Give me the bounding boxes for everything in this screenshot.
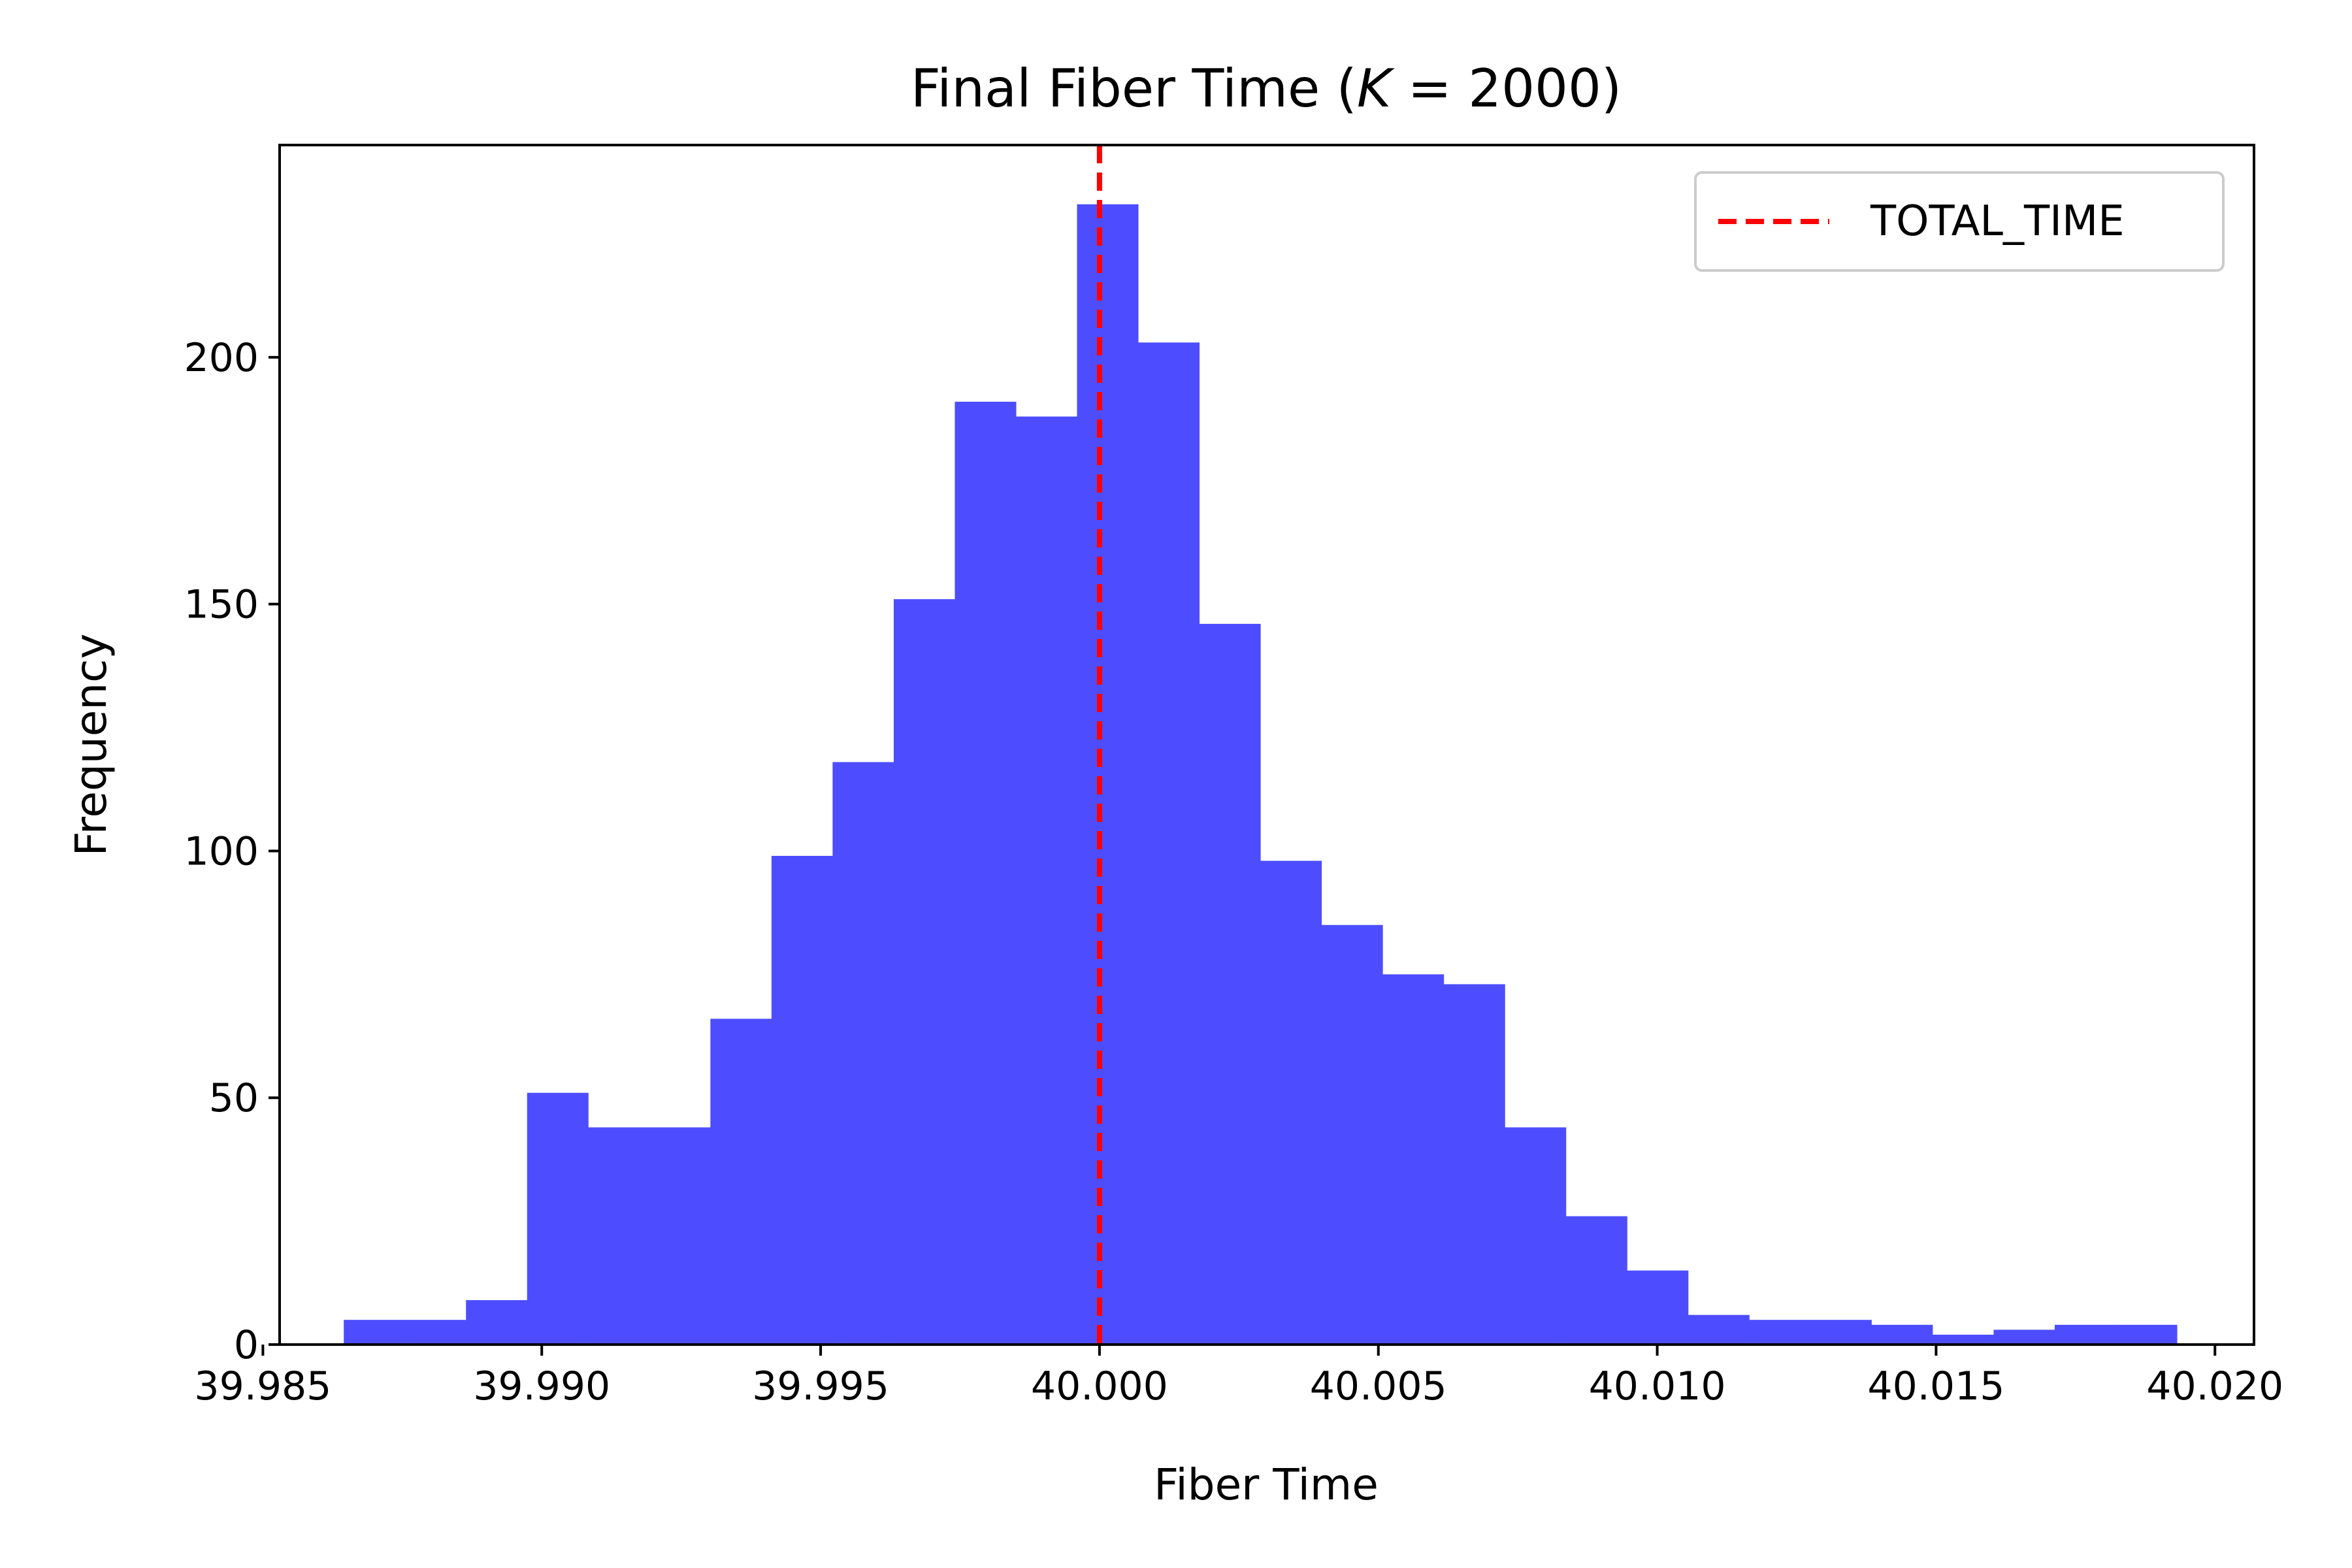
x-axis-label: Fiber Time <box>1154 1460 1379 1510</box>
histogram-bar <box>1382 974 1445 1345</box>
y-tick-label: 50 <box>209 1075 259 1121</box>
x-tick-label: 40.005 <box>1310 1364 1447 1409</box>
histogram-bar <box>2115 1324 2178 1345</box>
x-tick-label: 40.020 <box>2146 1364 2283 1409</box>
y-axis-ticks: 0 50 100 150 200 <box>184 335 280 1368</box>
histogram-bar <box>1749 1320 1811 1345</box>
x-tick-label: 39.990 <box>473 1364 610 1409</box>
histogram-bar <box>1810 1320 1872 1345</box>
histogram-bar <box>466 1300 528 1345</box>
x-tick-label: 40.015 <box>1867 1364 2004 1409</box>
histogram-bar <box>1627 1270 1689 1345</box>
histogram-bar <box>955 401 1017 1345</box>
plot-frame <box>278 144 2255 1346</box>
histogram-bar <box>1260 860 1322 1345</box>
histogram-bar <box>1077 204 1139 1345</box>
y-tick-label: 0 <box>234 1322 259 1368</box>
histogram-bar <box>832 762 894 1345</box>
x-tick-label: 40.000 <box>1031 1364 1168 1409</box>
legend: TOTAL_TIME <box>1694 171 2225 272</box>
x-axis-ticks: 39.985 39.990 39.995 40.000 40.005 40.010 40.0… <box>194 1345 2283 1409</box>
histogram-bar <box>404 1320 466 1345</box>
histogram-bar <box>649 1127 711 1345</box>
histogram-bar <box>1138 342 1200 1345</box>
histogram-bar <box>1199 623 1261 1345</box>
histogram-bar <box>344 1320 406 1345</box>
histogram-bars <box>344 204 2178 1345</box>
histogram-bar <box>710 1019 772 1345</box>
histogram-bar <box>1443 984 1505 1345</box>
histogram-bar <box>1932 1334 1994 1345</box>
histogram-bar <box>527 1092 589 1345</box>
y-tick-label: 200 <box>184 335 259 381</box>
y-tick-label: 150 <box>184 582 259 628</box>
histogram-bar <box>893 599 955 1345</box>
histogram-bar <box>1993 1330 2055 1345</box>
y-tick-label: 100 <box>184 828 259 874</box>
x-tick-label: 39.985 <box>194 1364 331 1409</box>
histogram-bar <box>1688 1315 1750 1345</box>
x-tick-label: 39.995 <box>752 1364 889 1409</box>
x-tick-label: 40.010 <box>1589 1364 1726 1409</box>
histogram-bar <box>1565 1216 1627 1345</box>
histogram-bar <box>588 1127 650 1345</box>
y-axis-label: Frequency <box>66 634 116 857</box>
chart-title: Final Fiber Time (K = 2000) <box>911 58 1622 119</box>
histogram-bar <box>1321 924 1383 1345</box>
histogram-bar <box>1871 1324 1933 1345</box>
legend-box <box>1694 171 2225 272</box>
histogram-bar <box>1505 1127 1567 1345</box>
histogram-bar <box>771 856 833 1345</box>
legend-label: TOTAL_TIME <box>1870 197 2125 246</box>
histogram-bar <box>1015 416 1078 1345</box>
histogram-bar <box>2054 1324 2116 1345</box>
